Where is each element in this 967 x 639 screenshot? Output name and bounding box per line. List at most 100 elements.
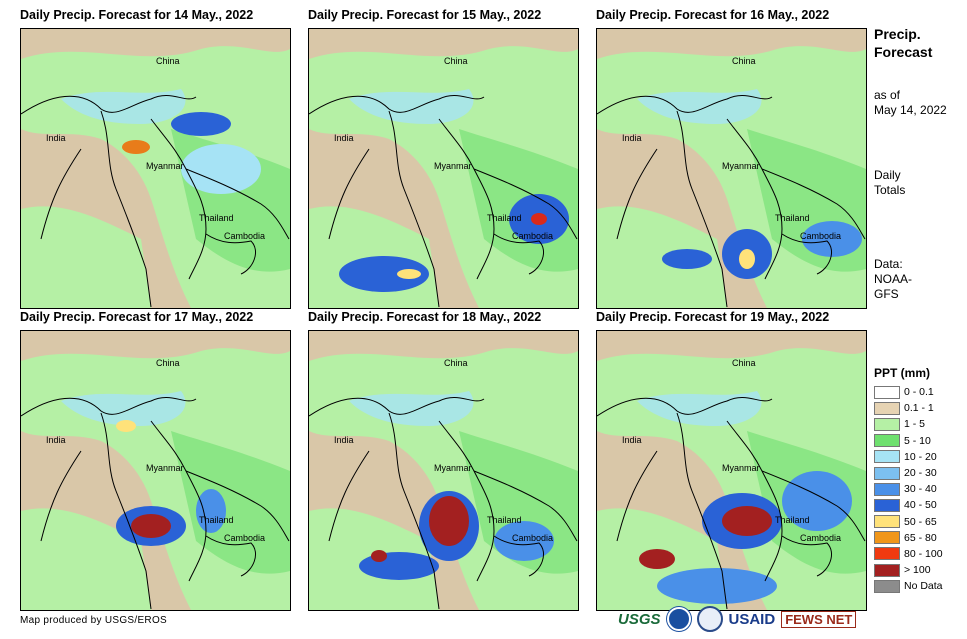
precip-map-svg: China India Myanmar Thailand Cambodia <box>309 331 578 610</box>
place-label-thailand: Thailand <box>775 515 810 525</box>
precip-cell <box>397 269 421 279</box>
place-label-myanmar: Myanmar <box>722 463 760 473</box>
panel-title: Daily Precip. Forecast for 17 May., 2022 <box>20 310 254 324</box>
totals-line2: Totals <box>874 183 906 197</box>
place-label-thailand: Thailand <box>199 213 234 223</box>
panel-title: Daily Precip. Forecast for 14 May., 2022 <box>20 8 254 22</box>
legend-item: 40 - 50 <box>874 497 943 513</box>
legend-title: PPT (mm) <box>874 366 931 380</box>
legend-label: 10 - 20 <box>904 450 937 463</box>
legend-item: No Data <box>874 578 943 594</box>
precip-cell <box>802 221 862 257</box>
legend-label: 5 - 10 <box>904 434 931 447</box>
ppt-legend: PPT (mm) 0 - 0.1 0.1 - 1 1 - 5 5 - 10 10 - 2… <box>874 366 943 594</box>
place-label-china: China <box>444 56 468 66</box>
precip-cell <box>639 549 675 569</box>
precip-map-svg: China India Myanmar Thailand Cambodia <box>21 29 290 308</box>
legend-label: 0.1 - 1 <box>904 402 934 415</box>
legend-swatch <box>874 450 900 464</box>
place-label-china: China <box>156 358 180 368</box>
precip-cell <box>494 521 554 561</box>
legend-swatch <box>874 466 900 480</box>
precip-cell <box>657 568 777 604</box>
precip-cell <box>722 506 772 536</box>
place-label-china: China <box>732 56 756 66</box>
place-label-india: India <box>334 133 354 143</box>
data-source: Data: NOAA- GFS <box>874 257 912 302</box>
totals-note: Daily Totals <box>874 168 905 198</box>
place-label-cambodia: Cambodia <box>800 533 841 543</box>
fews-net-logo: FEWS NET <box>781 610 857 628</box>
precip-map: China India Myanmar Thailand Cambodia <box>20 330 291 611</box>
precip-cell <box>131 514 171 538</box>
side-title-line1: Precip. <box>874 26 921 42</box>
place-label-thailand: Thailand <box>775 213 810 223</box>
side-title: Precip. Forecast <box>874 25 932 61</box>
map-credit: Map produced by USGS/EROS <box>20 615 168 626</box>
legend-item: 0.1 - 1 <box>874 400 943 416</box>
legend-label: 1 - 5 <box>904 418 926 431</box>
data-line3: GFS <box>874 287 899 301</box>
precip-cell <box>196 489 226 533</box>
precip-map: China India Myanmar Thailand Cambodia <box>596 330 867 611</box>
place-label-thailand: Thailand <box>487 213 522 223</box>
noaa-logo-icon <box>666 607 691 631</box>
legend-swatch <box>874 401 900 415</box>
place-label-india: India <box>46 133 66 143</box>
legend-label: 30 - 40 <box>904 483 937 496</box>
place-label-myanmar: Myanmar <box>434 463 472 473</box>
precip-cell <box>782 471 852 531</box>
precip-map-svg: China India Myanmar Thailand Cambodia <box>597 331 866 610</box>
place-label-thailand: Thailand <box>487 515 522 525</box>
place-label-myanmar: Myanmar <box>146 161 184 171</box>
legend-swatch <box>874 547 900 561</box>
legend-item: > 100 <box>874 562 943 578</box>
legend-item: 20 - 30 <box>874 465 943 481</box>
legend-label: 80 - 100 <box>904 547 943 560</box>
legend-swatch <box>874 531 900 545</box>
place-label-india: India <box>622 435 642 445</box>
precip-cell <box>429 496 469 546</box>
legend-item: 50 - 65 <box>874 514 943 530</box>
legend-swatch <box>874 563 900 577</box>
precip-cell <box>531 213 547 225</box>
as-of-line1: as of <box>874 88 901 102</box>
precip-cell <box>181 144 261 194</box>
legend-label: 50 - 65 <box>904 515 937 528</box>
precip-map: China India Myanmar Thailand Cambodia <box>308 330 579 611</box>
legend-label: 40 - 50 <box>904 499 937 512</box>
legend-swatch <box>874 434 900 448</box>
place-label-india: India <box>334 435 354 445</box>
place-label-thailand: Thailand <box>199 515 234 525</box>
precip-map-svg: China India Myanmar Thailand Cambodia <box>597 29 866 308</box>
legend-label: 20 - 30 <box>904 467 937 480</box>
legend-label: > 100 <box>904 564 931 577</box>
totals-line1: Daily <box>874 168 901 182</box>
legend-label: 0 - 0.1 <box>904 386 934 399</box>
place-label-cambodia: Cambodia <box>800 231 841 241</box>
legend-item: 10 - 20 <box>874 449 943 465</box>
place-label-cambodia: Cambodia <box>512 231 553 241</box>
legend-item: 80 - 100 <box>874 546 943 562</box>
precip-map-svg: China India Myanmar Thailand Cambodia <box>21 331 290 610</box>
precip-cell <box>662 249 712 269</box>
panel-title: Daily Precip. Forecast for 19 May., 2022 <box>596 310 830 324</box>
precip-map: China India Myanmar Thailand Cambodia <box>20 28 291 309</box>
panel-title: Daily Precip. Forecast for 16 May., 2022 <box>596 8 830 22</box>
usgs-logo: USGS <box>618 610 661 628</box>
precip-cell <box>171 112 231 136</box>
place-label-myanmar: Myanmar <box>722 161 760 171</box>
precip-cell <box>371 550 387 562</box>
place-label-cambodia: Cambodia <box>512 533 553 543</box>
legend-label: 65 - 80 <box>904 531 937 544</box>
place-label-cambodia: Cambodia <box>224 533 265 543</box>
legend-item: 0 - 0.1 <box>874 384 943 400</box>
legend-item: 1 - 5 <box>874 416 943 432</box>
precip-map: China India Myanmar Thailand Cambodia <box>596 28 867 309</box>
precip-cell <box>339 256 429 292</box>
place-label-india: India <box>46 435 66 445</box>
agency-logos: USGS USAID FEWS NET <box>618 606 857 632</box>
place-label-myanmar: Myanmar <box>434 161 472 171</box>
precip-map-svg: China India Myanmar Thailand Cambodia <box>309 29 578 308</box>
legend-item: 30 - 40 <box>874 481 943 497</box>
